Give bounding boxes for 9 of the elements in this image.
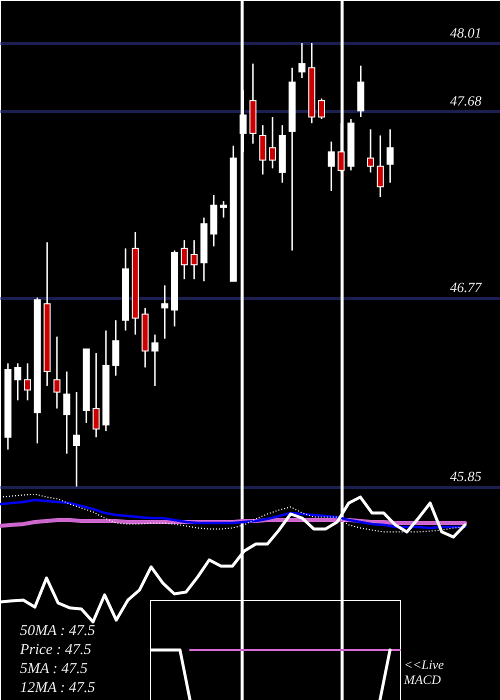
annotation: Price : 47.5 — [19, 642, 92, 658]
annotation: 12MA : 47.5 — [20, 680, 96, 696]
y-tick-label: 47.68 — [450, 94, 482, 110]
y-tick-label: 48.01 — [450, 26, 482, 42]
annotation: 5MA : 47.5 — [20, 661, 88, 677]
y-tick-label: 45.85 — [450, 470, 482, 486]
y-tick-label: 46.77 — [450, 281, 482, 296]
annotation: 50MA : 47.5 — [20, 623, 96, 639]
annotation: <<Live MACD — [403, 657, 444, 687]
